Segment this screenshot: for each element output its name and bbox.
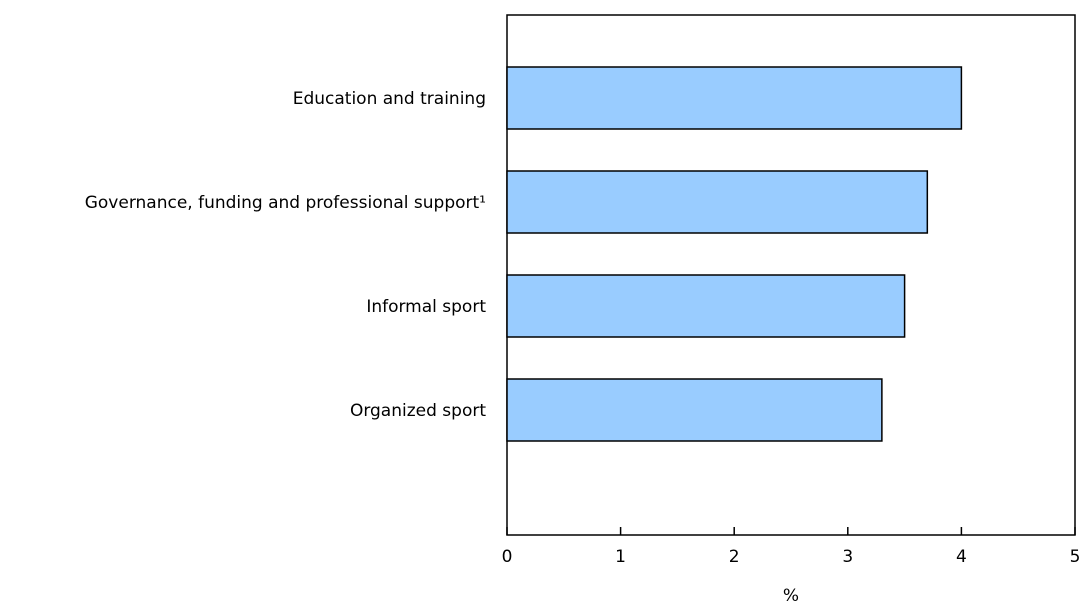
x-tick-label: 3 [842,547,853,567]
x-tick-label: 1 [615,547,626,567]
bars-group [506,66,963,442]
category-label: Governance, funding and professional sup… [85,193,486,213]
category-labels-group: Education and training Governance, fundin… [85,89,487,421]
x-tick-label: 2 [729,547,740,567]
x-tick-label: 4 [956,547,967,567]
bar [506,170,929,234]
x-axis-ticks-group: 0 1 2 3 4 5 [502,527,1081,567]
bar [506,274,906,338]
category-label: Organized sport [350,401,486,421]
category-label: Education and training [293,89,486,109]
bar [506,66,963,130]
x-tick-label: 5 [1070,547,1081,567]
category-label: Informal sport [366,297,486,317]
x-axis-title: % [783,586,799,604]
bar [506,378,883,442]
x-tick-label: 0 [502,547,513,567]
